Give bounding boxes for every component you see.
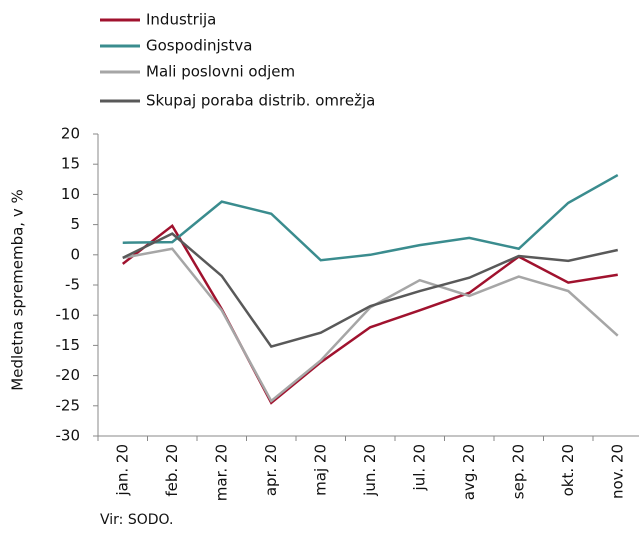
y-tick-label: -5 xyxy=(65,276,80,294)
y-tick-label: -30 xyxy=(56,427,81,445)
x-tick-label: maj 20 xyxy=(311,444,329,496)
y-axis-title: Medletna sprememba, v % xyxy=(9,189,27,390)
source-note: Vir: SODO. xyxy=(100,512,173,528)
y-tick-label: -10 xyxy=(56,306,81,324)
line-series xyxy=(122,232,619,349)
y-tick-label: 5 xyxy=(70,215,80,233)
x-tick-label: jan. 20 xyxy=(113,444,131,497)
legend-label: Gospodinjstva xyxy=(146,37,252,55)
line-series xyxy=(122,247,619,403)
x-tick-label: feb. 20 xyxy=(163,444,181,497)
x-tick-label: okt. 20 xyxy=(559,444,577,496)
y-tick-label: 15 xyxy=(61,155,80,173)
y-tick-label: 10 xyxy=(61,185,80,203)
x-tick-label: sep. 20 xyxy=(509,444,527,499)
x-tick-label: jun. 20 xyxy=(361,444,379,497)
y-tick-label: -20 xyxy=(56,366,81,384)
y-tick-label: -25 xyxy=(56,396,81,414)
x-tick-label: avg. 20 xyxy=(460,444,478,500)
legend-label: Industrija xyxy=(146,11,216,29)
x-tick-label: mar. 20 xyxy=(212,444,230,501)
line-series xyxy=(121,223,618,405)
x-tick-label: nov. 20 xyxy=(608,444,626,499)
x-tick-label: apr. 20 xyxy=(262,444,280,496)
legend-label: Mali poslovni odjem xyxy=(146,63,295,81)
legend-label: Skupaj poraba distrib. omrežja xyxy=(146,92,375,110)
line-series xyxy=(122,173,619,262)
y-tick-label: 0 xyxy=(70,245,80,263)
y-tick-label: 20 xyxy=(61,125,80,143)
y-tick-label: -15 xyxy=(56,336,81,354)
x-tick-label: jul. 20 xyxy=(410,444,428,491)
